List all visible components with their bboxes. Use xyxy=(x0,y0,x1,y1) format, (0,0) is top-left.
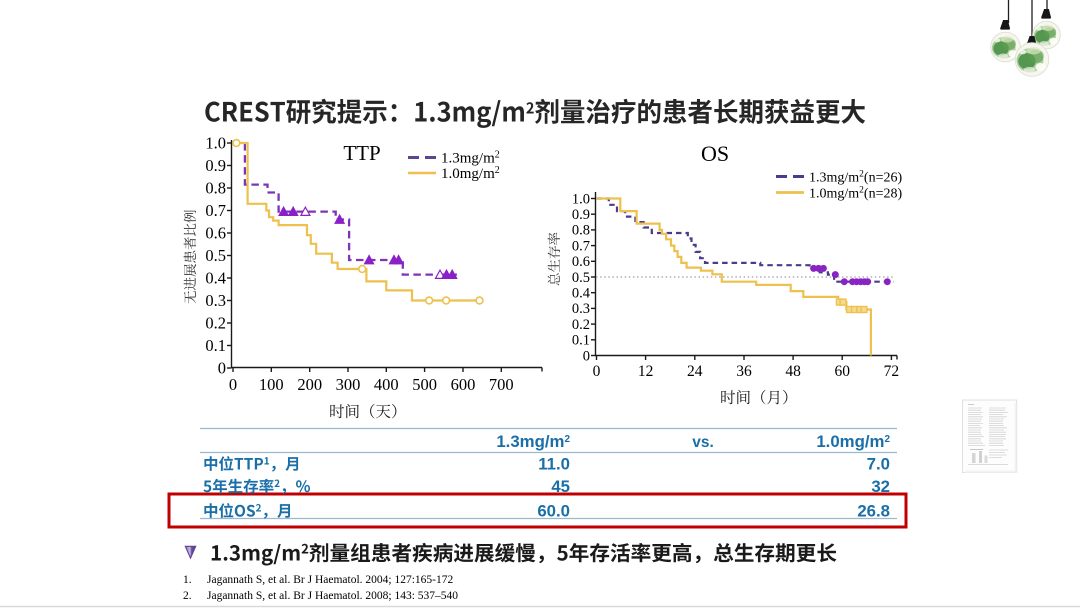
svg-text:0: 0 xyxy=(229,375,237,394)
svg-text:0.8: 0.8 xyxy=(205,179,226,198)
svg-text:1.0mg/m2: 1.0mg/m2 xyxy=(816,432,890,451)
svg-text:12: 12 xyxy=(638,363,654,380)
svg-text:0.3: 0.3 xyxy=(572,301,590,317)
svg-text:48: 48 xyxy=(785,363,801,380)
svg-text:700: 700 xyxy=(489,375,514,394)
svg-text:TTP: TTP xyxy=(343,141,380,165)
svg-text:300: 300 xyxy=(336,375,361,394)
svg-text:1.3mg/m2(n=26): 1.3mg/m2(n=26) xyxy=(809,170,902,186)
svg-text:0.4: 0.4 xyxy=(205,269,226,288)
svg-text:0.6: 0.6 xyxy=(205,224,226,243)
svg-text:600: 600 xyxy=(451,375,476,394)
svg-text:Jagannath S, et al. Br J Haema: Jagannath S, et al. Br J Haematol. 2008;… xyxy=(207,590,458,602)
svg-text:0.2: 0.2 xyxy=(205,314,226,333)
svg-text:500: 500 xyxy=(412,375,437,394)
svg-text:60.0: 60.0 xyxy=(537,502,570,521)
svg-text:400: 400 xyxy=(374,375,399,394)
svg-text:11.0: 11.0 xyxy=(538,455,570,474)
svg-text:200: 200 xyxy=(297,375,322,394)
svg-text:1.3mg/m2: 1.3mg/m2 xyxy=(496,432,570,451)
svg-text:1.0: 1.0 xyxy=(205,134,226,153)
svg-text:0: 0 xyxy=(593,363,601,380)
svg-text:1.0: 1.0 xyxy=(572,191,590,207)
svg-text:45: 45 xyxy=(551,477,570,496)
svg-text:2.: 2. xyxy=(183,590,192,602)
svg-text:60: 60 xyxy=(834,363,850,380)
svg-text:24: 24 xyxy=(687,363,703,380)
svg-text:1.3mg/m2: 1.3mg/m2 xyxy=(441,150,500,167)
svg-text:0.1: 0.1 xyxy=(205,336,226,355)
svg-text:Jagannath S, et al. Br J Haema: Jagannath S, et al. Br J Haematol. 2004;… xyxy=(207,574,454,586)
svg-text:0.5: 0.5 xyxy=(572,270,590,286)
svg-text:0.3: 0.3 xyxy=(205,291,226,310)
svg-text:72: 72 xyxy=(884,363,900,380)
svg-text:0.7: 0.7 xyxy=(572,238,590,254)
svg-text:1.0mg/m2(n=28): 1.0mg/m2(n=28) xyxy=(809,186,902,202)
svg-text:0: 0 xyxy=(583,348,590,364)
svg-text:0.1: 0.1 xyxy=(572,333,590,349)
svg-text:1.0mg/m2: 1.0mg/m2 xyxy=(441,165,500,182)
svg-text:OS: OS xyxy=(701,141,729,166)
svg-text:vs.: vs. xyxy=(692,434,714,451)
svg-text:0.9: 0.9 xyxy=(205,156,226,175)
svg-text:0.2: 0.2 xyxy=(572,317,590,333)
svg-text:0: 0 xyxy=(218,359,226,378)
svg-text:0.4: 0.4 xyxy=(572,286,591,302)
svg-text:0.7: 0.7 xyxy=(205,201,226,220)
svg-text:26.8: 26.8 xyxy=(857,502,890,521)
svg-text:32: 32 xyxy=(871,477,890,496)
svg-text:0.9: 0.9 xyxy=(572,207,590,223)
svg-text:0.8: 0.8 xyxy=(572,223,590,239)
svg-text:0.6: 0.6 xyxy=(572,254,590,270)
svg-text:0.5: 0.5 xyxy=(205,246,226,265)
svg-text:100: 100 xyxy=(259,375,284,394)
svg-text:36: 36 xyxy=(736,363,752,380)
svg-text:7.0: 7.0 xyxy=(867,455,890,474)
svg-text:1.: 1. xyxy=(183,574,192,586)
